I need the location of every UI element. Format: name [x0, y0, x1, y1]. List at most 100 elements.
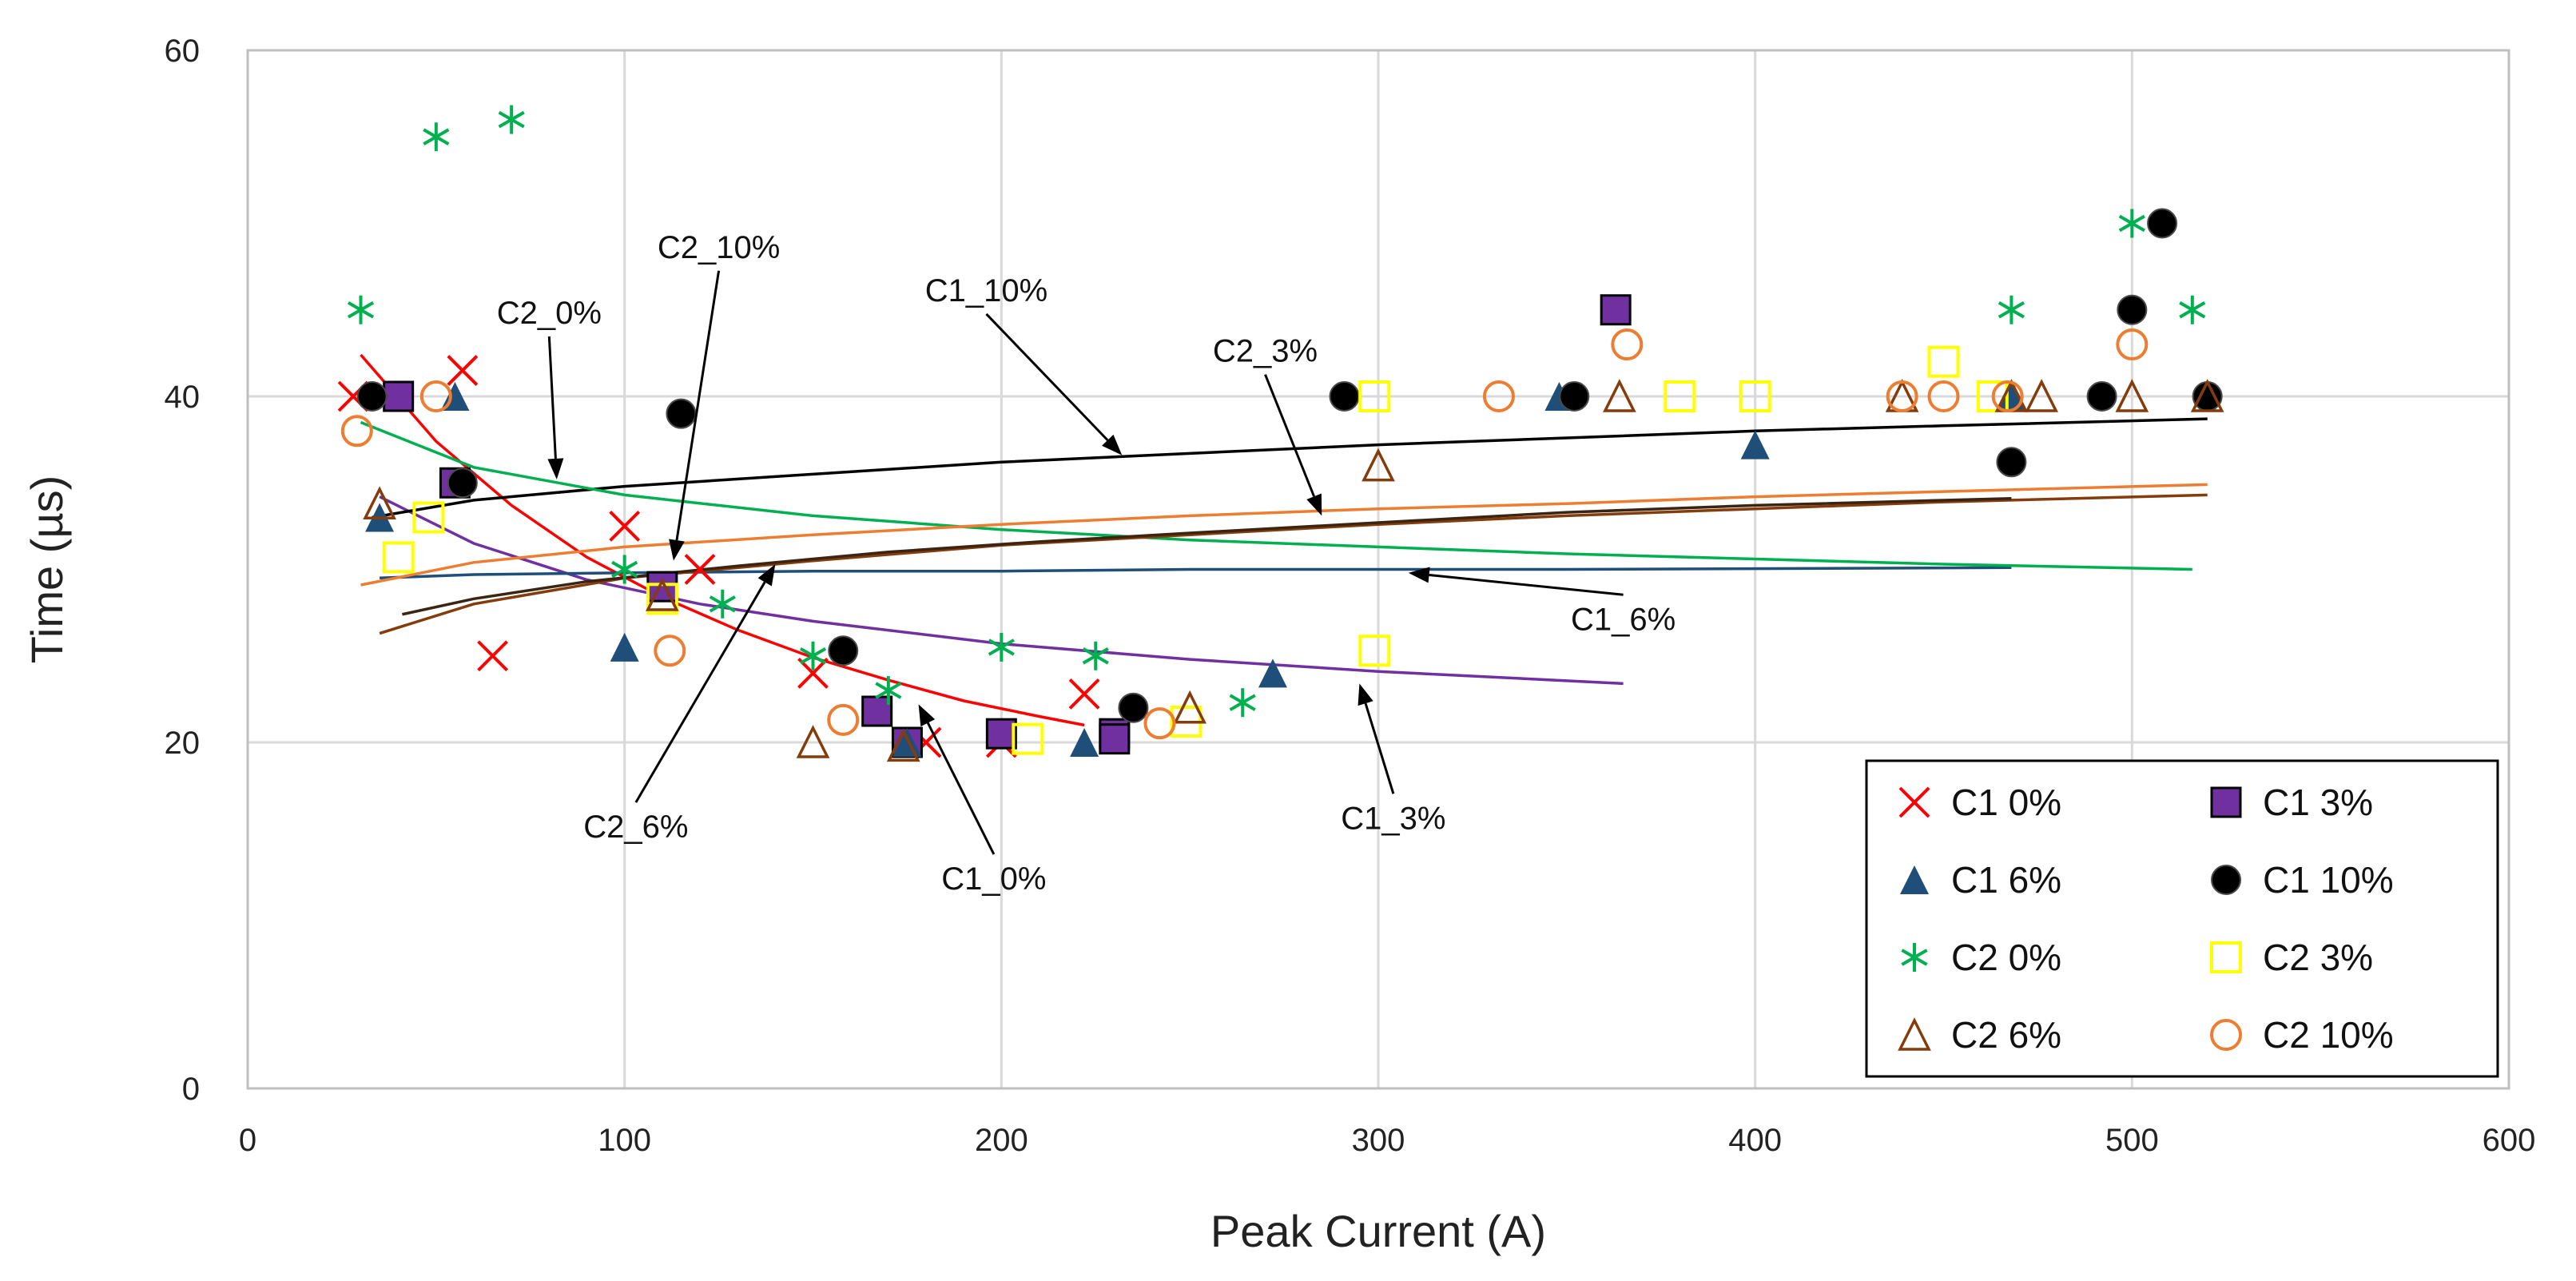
x-tick-label: 400 — [1728, 1123, 1782, 1158]
trendline-C1_6% — [380, 566, 2012, 580]
annotation-arrow — [547, 336, 557, 459]
legend-marker-c2-3- — [2210, 941, 2242, 973]
point-c1-0- — [684, 554, 716, 585]
point-c2-10- — [1927, 380, 1960, 412]
point-c2-0- — [2118, 209, 2145, 238]
marker-shape — [827, 703, 860, 736]
marker-shape — [1927, 345, 1960, 378]
point-c2-6- — [646, 578, 679, 611]
annotation-arrow — [926, 722, 996, 855]
marker-shape — [2086, 381, 2117, 412]
point-c1-10- — [2086, 381, 2117, 412]
annotation-arrowhead — [547, 458, 564, 479]
point-c1-3- — [646, 571, 678, 603]
legend-marker-c2-10- — [2210, 1019, 2242, 1051]
marker-shape — [1900, 865, 1929, 894]
point-c1-6- — [1740, 430, 1770, 459]
marker-shape — [1173, 690, 1207, 724]
point-c2-3- — [382, 541, 415, 574]
point-c2-6- — [2115, 379, 2149, 412]
trendline-C2_3% — [360, 483, 2208, 587]
point-c2-6- — [1173, 690, 1207, 724]
marker-stroke — [988, 639, 1015, 656]
marker-shape — [1559, 381, 1590, 412]
annotation-arrowhead — [1102, 434, 1123, 456]
annotation-arrow — [1364, 702, 1395, 794]
marker-shape — [340, 415, 373, 448]
legend-marker-c1-0- — [1898, 786, 1930, 818]
legend-label-c1-6-: C1 6% — [1951, 859, 2061, 901]
marker-shape — [892, 728, 922, 757]
marker-shape — [1898, 1017, 1931, 1051]
legend: C1 0% C1 3% C1 6% C1 10% C2 0% C2 3% C2 6% C2 1… — [1865, 759, 2499, 1078]
point-c1-0- — [797, 657, 829, 689]
marker-shape — [1258, 658, 1287, 688]
marker-shape — [447, 467, 478, 499]
annotation-label: C2_6% — [583, 810, 688, 845]
marker-shape — [1600, 294, 1632, 326]
marker-shape — [1012, 722, 1044, 755]
marker-shape — [412, 501, 445, 534]
annotation-arrow — [985, 312, 1109, 441]
point-c1-10- — [1559, 381, 1590, 412]
annotations: C2_0% C2_10% C1_10% C2_3% C1_6% C2_6% C1_0% C1_… — [497, 230, 1676, 897]
y-tick-label: 40 — [165, 380, 201, 415]
annotation-label: C1_10% — [925, 273, 1047, 308]
marker-stroke — [797, 657, 829, 689]
trendline-C2_10% — [402, 496, 2012, 616]
marker-shape — [1362, 448, 1395, 482]
point-c2-10- — [1886, 380, 1918, 412]
legend-box — [1865, 759, 2499, 1078]
marker-shape — [2147, 208, 2178, 239]
marker-shape — [666, 398, 697, 429]
annotation-arrowhead — [757, 564, 776, 587]
marker-stroke — [498, 110, 525, 129]
point-c1-0- — [477, 640, 508, 672]
point-c2-6- — [1603, 379, 1636, 412]
point-c2-3- — [1358, 380, 1391, 412]
point-c2-6- — [1362, 448, 1395, 482]
point-c1-10- — [666, 398, 697, 429]
data-points — [337, 105, 2224, 762]
x-tick-label: 600 — [2483, 1123, 2536, 1158]
marker-shape — [2117, 294, 2148, 325]
marker-shape — [1996, 447, 2027, 478]
legend-label-c1-0-: C1 0% — [1951, 782, 2061, 823]
marker-shape — [828, 635, 859, 666]
marker-stroke — [2179, 301, 2206, 319]
legend-label-c2-6-: C2 6% — [1951, 1014, 2061, 1056]
point-c1-3- — [1600, 294, 1632, 326]
annotation-label: C2_0% — [497, 296, 602, 331]
marker-shape — [363, 486, 396, 519]
point-c2-3- — [646, 583, 678, 615]
legend-label-c2-3-: C2 3% — [2263, 937, 2373, 978]
marker-shape — [419, 380, 452, 412]
x-tick-label: 500 — [2105, 1123, 2159, 1158]
marker-shape — [1611, 328, 1644, 361]
point-c2-6- — [2025, 379, 2058, 412]
point-c2-3- — [1358, 635, 1391, 667]
marker-shape — [1976, 380, 2009, 412]
marker-stroke — [1082, 647, 1109, 665]
point-c1-3- — [1099, 723, 1131, 755]
marker-stroke — [347, 301, 375, 319]
marker-shape — [1099, 723, 1131, 755]
x-axis-title: Peak Current (A) — [1210, 1206, 1546, 1256]
point-c2-0- — [1998, 295, 2025, 324]
point-c1-10- — [447, 467, 478, 499]
marker-shape — [861, 695, 893, 727]
marker-stroke — [1898, 786, 1930, 818]
marker-shape — [1482, 380, 1515, 412]
point-c2-10- — [1482, 380, 1515, 412]
marker-shape — [886, 728, 920, 762]
marker-shape — [1886, 380, 1918, 412]
annotation-arrowhead — [1408, 567, 1430, 583]
point-c2-10- — [340, 415, 373, 448]
marker-shape — [1358, 380, 1391, 412]
point-c2-6- — [796, 725, 830, 758]
point-c2-0- — [709, 589, 736, 619]
point-c2-10- — [1991, 380, 2024, 412]
point-c1-6- — [1070, 728, 1099, 757]
trendlines — [360, 353, 2208, 727]
